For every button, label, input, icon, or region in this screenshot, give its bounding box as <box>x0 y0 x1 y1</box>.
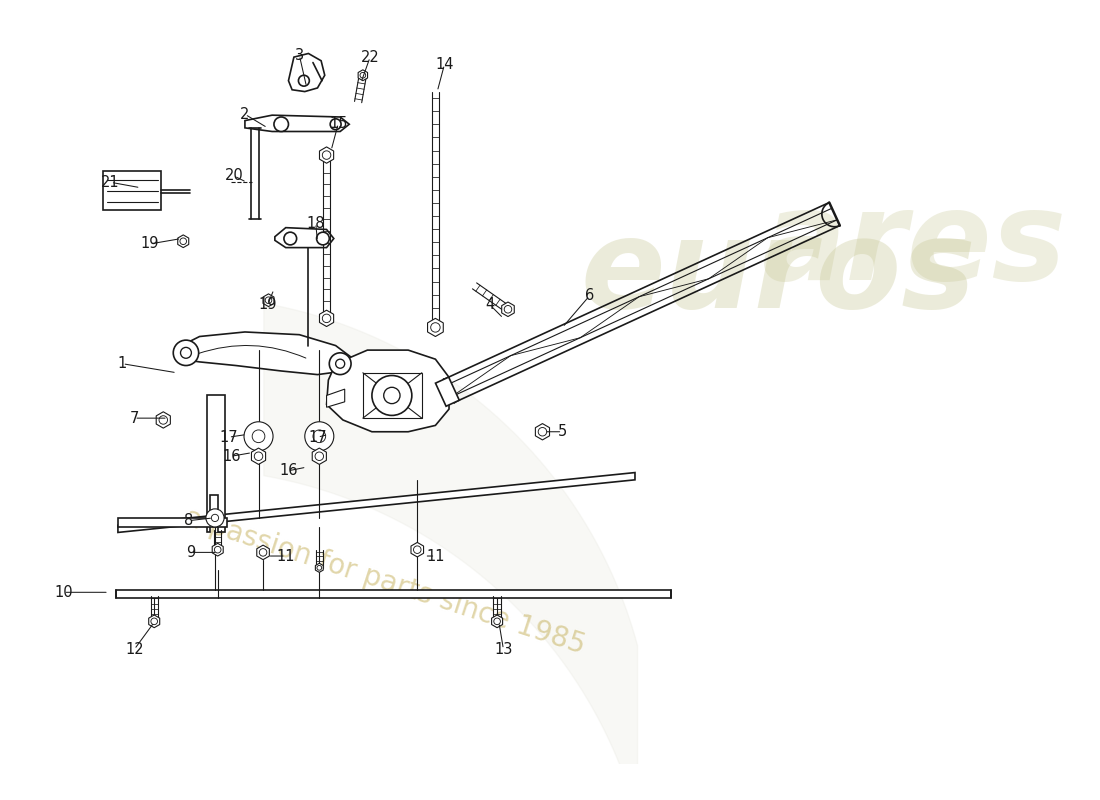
Text: 6: 6 <box>585 288 594 303</box>
Circle shape <box>538 427 547 436</box>
Polygon shape <box>245 115 349 131</box>
Polygon shape <box>263 294 274 306</box>
Polygon shape <box>316 563 323 572</box>
Circle shape <box>372 375 411 415</box>
Text: 10: 10 <box>54 585 73 600</box>
Text: 18: 18 <box>307 216 324 230</box>
Polygon shape <box>502 302 515 317</box>
Polygon shape <box>156 412 170 428</box>
Polygon shape <box>252 448 265 465</box>
Circle shape <box>305 422 333 450</box>
Text: 22: 22 <box>361 50 379 65</box>
Polygon shape <box>275 228 333 248</box>
Circle shape <box>214 546 221 553</box>
Circle shape <box>322 314 331 322</box>
Text: 17: 17 <box>308 430 327 445</box>
Text: ares: ares <box>762 186 1067 306</box>
Text: 8: 8 <box>184 513 194 528</box>
Circle shape <box>160 416 167 424</box>
Circle shape <box>180 347 191 358</box>
Polygon shape <box>312 448 327 465</box>
Circle shape <box>174 340 199 366</box>
Text: 2: 2 <box>240 106 250 122</box>
Text: 14: 14 <box>436 57 453 72</box>
Circle shape <box>360 73 365 78</box>
Text: 16: 16 <box>279 463 298 478</box>
Circle shape <box>180 238 187 245</box>
Text: 16: 16 <box>222 449 241 464</box>
Circle shape <box>298 75 309 86</box>
Text: 17: 17 <box>219 430 238 445</box>
Polygon shape <box>118 518 227 527</box>
FancyBboxPatch shape <box>103 170 162 210</box>
Text: 12: 12 <box>125 642 144 657</box>
Circle shape <box>244 422 273 450</box>
Circle shape <box>431 322 440 332</box>
Polygon shape <box>288 54 324 91</box>
Circle shape <box>252 430 265 442</box>
Text: 7: 7 <box>130 410 139 426</box>
Polygon shape <box>359 70 367 81</box>
Circle shape <box>317 232 329 245</box>
Polygon shape <box>212 543 223 556</box>
Circle shape <box>317 566 321 570</box>
Circle shape <box>315 452 323 461</box>
Text: 19: 19 <box>258 298 277 312</box>
Circle shape <box>314 430 326 442</box>
Polygon shape <box>319 147 333 163</box>
Text: 20: 20 <box>224 169 243 183</box>
Polygon shape <box>536 423 550 440</box>
Text: 5: 5 <box>558 424 566 439</box>
Text: 9: 9 <box>186 545 195 560</box>
Polygon shape <box>117 590 671 598</box>
Polygon shape <box>436 377 460 406</box>
Polygon shape <box>178 235 189 248</box>
Circle shape <box>254 452 263 461</box>
Polygon shape <box>256 545 270 560</box>
Circle shape <box>211 514 219 522</box>
Circle shape <box>494 618 501 625</box>
Circle shape <box>504 306 512 313</box>
Circle shape <box>329 353 351 374</box>
Circle shape <box>414 546 421 554</box>
Polygon shape <box>428 318 443 337</box>
Circle shape <box>322 151 331 159</box>
Polygon shape <box>411 542 424 557</box>
Circle shape <box>151 618 157 625</box>
Text: euros: euros <box>581 213 976 334</box>
Polygon shape <box>207 395 226 531</box>
Circle shape <box>336 359 344 368</box>
Polygon shape <box>319 310 333 326</box>
Polygon shape <box>363 373 421 418</box>
Circle shape <box>330 118 341 130</box>
Text: 1: 1 <box>118 356 128 371</box>
Polygon shape <box>182 332 354 374</box>
Polygon shape <box>492 615 503 628</box>
Text: 13: 13 <box>494 642 513 657</box>
Polygon shape <box>327 350 449 432</box>
Circle shape <box>260 549 267 556</box>
Text: 11: 11 <box>276 549 295 563</box>
Text: 15: 15 <box>329 116 348 131</box>
Polygon shape <box>327 389 344 407</box>
Circle shape <box>206 509 224 527</box>
Text: 19: 19 <box>141 237 158 251</box>
Circle shape <box>284 232 297 245</box>
Circle shape <box>274 117 288 131</box>
Text: 21: 21 <box>101 174 120 190</box>
Circle shape <box>265 297 272 303</box>
Text: a passion for parts since 1985: a passion for parts since 1985 <box>182 503 590 659</box>
Polygon shape <box>118 473 635 533</box>
Text: 11: 11 <box>426 549 444 563</box>
Text: 3: 3 <box>295 48 304 62</box>
Text: 4: 4 <box>485 298 495 312</box>
Polygon shape <box>148 615 159 628</box>
Circle shape <box>384 387 400 404</box>
